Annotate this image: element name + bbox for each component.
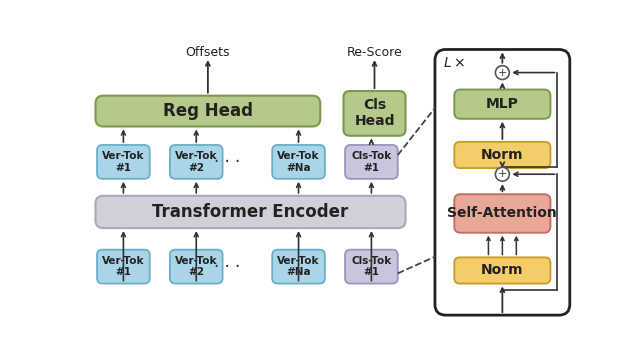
FancyBboxPatch shape [95,196,406,228]
FancyBboxPatch shape [97,145,150,179]
Text: Cls-Tok
#1: Cls-Tok #1 [351,256,392,277]
FancyBboxPatch shape [97,250,150,283]
Text: Transformer Encoder: Transformer Encoder [152,203,349,221]
FancyBboxPatch shape [435,49,570,315]
Text: Cls
Head: Cls Head [355,98,395,129]
FancyBboxPatch shape [454,90,550,119]
Text: Ver-Tok
#2: Ver-Tok #2 [175,256,218,277]
Text: Re-Score: Re-Score [347,46,403,59]
FancyBboxPatch shape [272,145,325,179]
Text: +: + [498,169,507,179]
FancyBboxPatch shape [170,250,223,283]
Text: Cls-Tok
#1: Cls-Tok #1 [351,151,392,173]
Circle shape [495,167,509,181]
Text: Self-Attention: Self-Attention [447,206,557,221]
Text: MLP: MLP [486,97,519,111]
FancyBboxPatch shape [454,194,550,233]
Text: Norm: Norm [481,148,524,162]
Text: Offsets: Offsets [186,46,230,59]
Circle shape [495,66,509,79]
FancyBboxPatch shape [345,145,397,179]
Text: Ver-Tok
#Na: Ver-Tok #Na [277,151,320,173]
Text: Ver-Tok
#Na: Ver-Tok #Na [277,256,320,277]
Text: Ver-Tok
#2: Ver-Tok #2 [175,151,218,173]
Text: +: + [498,68,507,78]
Text: Ver-Tok
#1: Ver-Tok #1 [102,256,145,277]
Text: Norm: Norm [481,264,524,278]
Text: · · ·: · · · [214,258,241,275]
FancyBboxPatch shape [454,257,550,283]
Text: · · ·: · · · [214,153,241,171]
FancyBboxPatch shape [170,145,223,179]
FancyBboxPatch shape [95,96,320,126]
Text: $L\times$: $L\times$ [443,56,465,70]
Text: Reg Head: Reg Head [163,102,253,120]
FancyBboxPatch shape [344,91,406,136]
FancyBboxPatch shape [345,250,397,283]
Text: Ver-Tok
#1: Ver-Tok #1 [102,151,145,173]
FancyBboxPatch shape [454,142,550,168]
FancyBboxPatch shape [272,250,325,283]
